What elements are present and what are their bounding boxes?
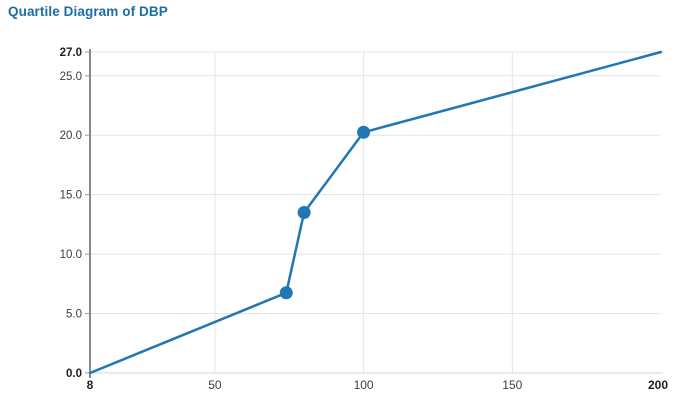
y-tick-label: 15.0 <box>60 190 82 202</box>
y-tick-label: 25.0 <box>60 71 82 83</box>
x-tick-label: 200 <box>648 378 668 392</box>
x-tick-label: 150 <box>502 378 522 392</box>
y-tick-label: 0.0 <box>66 368 82 380</box>
y-tick-label: 5.0 <box>66 309 82 321</box>
y-tick-label: 20.0 <box>60 130 82 142</box>
data-point-marker <box>279 286 293 300</box>
x-tick-label: 100 <box>354 378 374 392</box>
data-point-marker <box>357 125 371 139</box>
data-line <box>88 50 663 375</box>
chart-title: Quartile Diagram of DBP <box>8 4 168 19</box>
x-tick-label: 50 <box>208 378 222 392</box>
data-point-marker <box>297 206 311 219</box>
y-tick-label: 27.0 <box>60 47 82 59</box>
y-tick-label: 10.0 <box>60 249 82 261</box>
x-tick-label: 8 <box>87 378 94 392</box>
